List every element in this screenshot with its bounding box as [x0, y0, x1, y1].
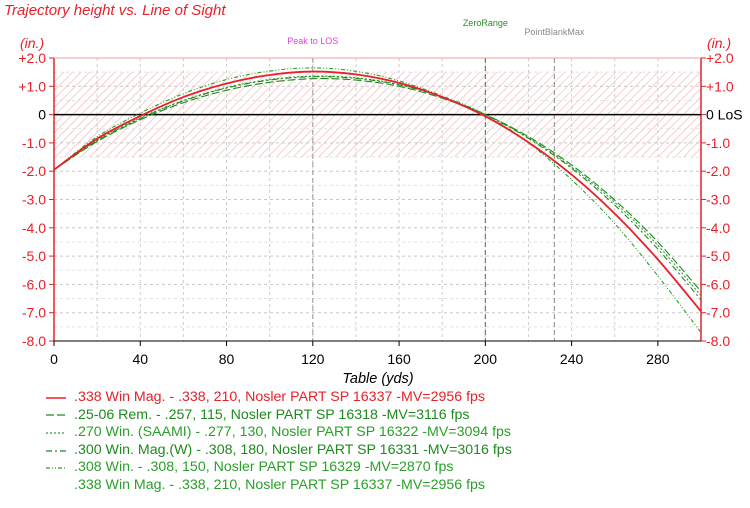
- y-tick-label-right: -5.0: [706, 248, 730, 264]
- legend-item: .338 Win Mag. - .338, 210, Nosler PART S…: [44, 389, 512, 407]
- series-line-1: [53, 77, 702, 292]
- y-tick-label-left: -5.0: [22, 248, 46, 264]
- x-tick-label: 240: [560, 351, 584, 367]
- x-tick-label: 0: [50, 351, 58, 367]
- y-tick-label-left: -1.0: [22, 135, 46, 151]
- legend-swatch: [46, 432, 66, 434]
- y-tick-label-left: 0: [38, 107, 46, 123]
- legend-label: .270 Win. (SAAMI) - .277, 130, Nosler PA…: [74, 424, 512, 441]
- marker-label: PointBlankMax: [524, 27, 585, 37]
- y-tick-label-right: +2.0: [706, 50, 734, 66]
- legend-label: .25-06 Rem. - .257, 115, Nosler PART SP …: [74, 406, 470, 423]
- y-tick-label-left: +2.0: [18, 50, 46, 66]
- legend-item: .308 Win. - .308, 150, Nosler PART SP 16…: [44, 459, 512, 477]
- y-tick-label-right: -4.0: [706, 220, 730, 236]
- y-tick-label-right: 0 LoS: [706, 107, 743, 123]
- legend-swatch: [46, 449, 66, 452]
- chart-legend: .338 Win Mag. - .338, 210, Nosler PART S…: [44, 389, 512, 495]
- x-tick-label: 160: [387, 351, 411, 367]
- x-axis-label: Table (yds): [342, 371, 413, 387]
- legend-label: .338 Win Mag. - .338, 210, Nosler PART S…: [74, 476, 486, 493]
- y-tick-label-right: +1.0: [706, 78, 734, 94]
- legend-item: .338 Win Mag. - .338, 210, Nosler PART S…: [44, 477, 512, 495]
- legend-swatch: [46, 467, 66, 469]
- y-tick-label-left: -7.0: [22, 305, 46, 321]
- y-tick-label-left: -2.0: [22, 163, 46, 179]
- y-tick-label-right: -7.0: [706, 305, 730, 321]
- legend-swatch: [46, 396, 66, 399]
- y-tick-label-right: -1.0: [706, 135, 730, 151]
- legend-label: .300 Win. Mag.(W) - .308, 180, Nosler PA…: [74, 441, 512, 458]
- series-line-0: [53, 70, 702, 312]
- y-tick-label-right: -6.0: [706, 276, 730, 292]
- legend-label: .338 Win Mag. - .338, 210, Nosler PART S…: [74, 389, 486, 405]
- legend-item: .270 Win. (SAAMI) - .277, 130, Nosler PA…: [44, 424, 512, 442]
- series-line-3: [53, 76, 702, 301]
- legend-swatch: [44, 481, 68, 491]
- x-tick-label: 280: [646, 351, 670, 367]
- y-tick-label-left: -8.0: [22, 333, 46, 349]
- y-tick-label-left: +1.0: [18, 78, 46, 94]
- marker-label: ZeroRange: [463, 18, 508, 28]
- y-tick-label-left: -4.0: [22, 220, 46, 236]
- y-tick-label-right: -8.0: [706, 333, 730, 349]
- legend-label: .308 Win. - .308, 150, Nosler PART SP 16…: [74, 459, 454, 476]
- x-tick-label: 200: [474, 351, 498, 367]
- chart-title: Trajectory height vs. Line of Sight: [4, 2, 226, 19]
- y-tick-label-right: -2.0: [706, 163, 730, 179]
- x-tick-label: 120: [301, 351, 325, 367]
- series-line-2: [53, 75, 702, 297]
- y-tick-label-left: -6.0: [22, 276, 46, 292]
- legend-item: .300 Win. Mag.(W) - .308, 180, Nosler PA…: [44, 442, 512, 460]
- x-tick-label: 40: [132, 351, 148, 367]
- marker-label: Peak to LOS: [287, 36, 338, 46]
- legend-item: .25-06 Rem. - .257, 115, Nosler PART SP …: [44, 407, 512, 425]
- series-line-4: [53, 67, 702, 333]
- y-tick-label-left: -3.0: [22, 192, 46, 208]
- y-unit-left: (in.): [20, 35, 44, 51]
- y-tick-label-right: -3.0: [706, 192, 730, 208]
- legend-swatch: [46, 414, 66, 416]
- y-unit-right: (in.): [707, 35, 731, 51]
- x-tick-label: 80: [219, 351, 235, 367]
